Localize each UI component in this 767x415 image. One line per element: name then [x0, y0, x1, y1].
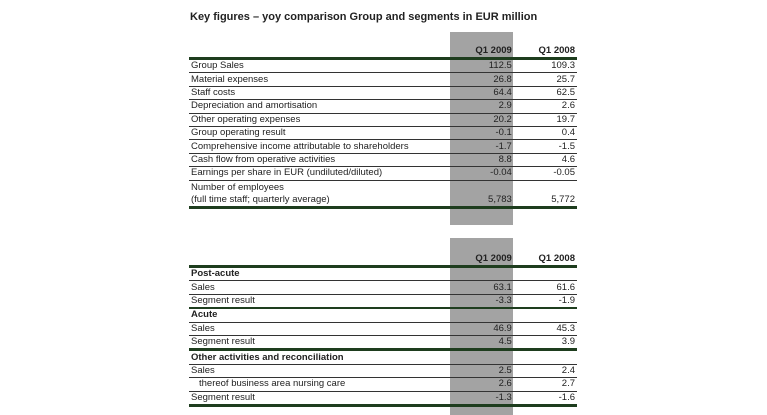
value-q1-2009: -1.7 [450, 139, 514, 154]
row-label: Sales [189, 364, 451, 379]
value-q1-2009: 26.8 [450, 72, 514, 87]
row-label-text: Material expenses [191, 73, 269, 85]
value-q1-2009: 5,783 [450, 180, 514, 209]
table-row: Segment result -1.3 -1.6 [189, 391, 577, 407]
value-q1-2008: -0.05 [513, 166, 577, 181]
value-q1-2008: 0.4 [513, 126, 577, 141]
value-q1-2009: 8.8 [450, 153, 514, 168]
page-title: Key figures – yoy comparison Group and s… [190, 11, 538, 23]
table-row: Comprehensive income attributable to sha… [189, 139, 577, 154]
row-label: Segment result [189, 294, 451, 310]
value-q1-2008: -1.5 [513, 139, 577, 154]
value-q1-2009: 64.4 [450, 86, 514, 101]
value-q1-2008: 45.3 [513, 322, 577, 336]
row-label-text: Cash flow from operative activities [191, 153, 336, 165]
table-row: Sales 63.1 61.6 [189, 280, 577, 295]
value-q1-2009: -0.04 [450, 166, 514, 181]
value-q1-2009: 20.2 [450, 113, 514, 127]
column-header: Q1 2008 [513, 43, 577, 60]
segments-table: Q1 2009 Q1 2008 Post-acute Sales 63.1 61.6… [189, 251, 577, 407]
table-row: Segment result 4.5 3.9 [189, 335, 577, 352]
table-row: Sales 46.9 45.3 [189, 322, 577, 336]
table-row: Staff costs 64.4 62.5 [189, 86, 577, 101]
value-q1-2008: 3.9 [513, 335, 577, 352]
row-label: Cash flow from operative activities [189, 153, 451, 168]
row-label-text: Staff costs [191, 86, 236, 98]
table-row: Cash flow from operative activities 8.8 4.… [189, 153, 577, 168]
value-q1-2008: 2.7 [513, 377, 577, 392]
row-label: Earnings per share in EUR (undiluted/dil… [189, 166, 451, 181]
row-label: Group operating result [189, 126, 451, 141]
row-label: Depreciation and amortisation [189, 99, 451, 114]
table-row: thereof business area nursing care 2.6 2.7 [189, 377, 577, 392]
row-label: Number of employees (full time staff; qua… [189, 180, 451, 209]
value-q1-2008: -1.6 [513, 391, 577, 407]
value-q1-2008: 2.4 [513, 364, 577, 379]
column-header: Q1 2008 [513, 251, 577, 268]
row-label-sub: (full time staff; quarterly average) [191, 193, 330, 205]
value-q1-2008: 109.3 [513, 58, 577, 74]
row-label-text: Group Sales [191, 60, 244, 72]
row-label: Comprehensive income attributable to sha… [189, 139, 451, 154]
table-row: Earnings per share in EUR (undiluted/dil… [189, 166, 577, 181]
value-q1-2008: -1.9 [513, 294, 577, 310]
table-row: Segment result -3.3 -1.9 [189, 294, 577, 310]
table-row: Material expenses 26.8 25.7 [189, 72, 577, 87]
section-heading: Post-acute [189, 266, 451, 282]
value-q1-2009: -1.3 [450, 391, 514, 407]
row-label: Sales [189, 322, 451, 336]
row-label: thereof business area nursing care [189, 377, 451, 392]
column-header: Q1 2009 [450, 251, 514, 268]
table-row: Number of employees (full time staff; qua… [189, 180, 577, 209]
value-q1-2009: 63.1 [450, 280, 514, 295]
table-row: Group Sales 112.5 109.3 [189, 58, 577, 74]
table-row: Other operating expenses 20.2 19.7 [189, 113, 577, 127]
section-heading: Other activities and reconciliation [189, 349, 451, 365]
table-header: Q1 2009 Q1 2008 [189, 43, 577, 60]
value-q1-2008: 61.6 [513, 280, 577, 295]
row-label: Group Sales [189, 58, 451, 74]
row-label-text: Group operating result [191, 127, 286, 139]
row-label: Staff costs [189, 86, 451, 101]
row-label-text: Earnings per share in EUR (undiluted/dil… [191, 167, 383, 179]
value-q1-2008: 5,772 [513, 180, 577, 209]
value-q1-2008: 25.7 [513, 72, 577, 87]
row-label: Other operating expenses [189, 113, 451, 127]
section-heading: Acute [189, 308, 451, 323]
section-row: Post-acute [189, 266, 577, 282]
row-label-text: Other operating expenses [191, 113, 301, 125]
column-header: Q1 2009 [450, 43, 514, 60]
value-q1-2009: -3.3 [450, 294, 514, 310]
section-row: Acute [189, 308, 577, 323]
key-figures-table: Q1 2009 Q1 2008 Group Sales 112.5 109.3 Mat… [189, 43, 577, 209]
value-q1-2009: -0.1 [450, 126, 514, 141]
row-label: Material expenses [189, 72, 451, 87]
table-header: Q1 2009 Q1 2008 [189, 251, 577, 268]
row-label-text: Comprehensive income attributable to sha… [191, 140, 409, 152]
value-q1-2009: 4.5 [450, 335, 514, 352]
value-q1-2008: 62.5 [513, 86, 577, 101]
table-row: Sales 2.5 2.4 [189, 364, 577, 379]
value-q1-2008: 2.6 [513, 99, 577, 114]
row-label: Sales [189, 280, 451, 295]
section-row: Other activities and reconciliation [189, 349, 577, 365]
value-q1-2009: 2.9 [450, 99, 514, 114]
value-q1-2008: 19.7 [513, 113, 577, 127]
value-q1-2009: 2.6 [450, 377, 514, 392]
row-label: Segment result [189, 335, 451, 352]
value-q1-2009: 46.9 [450, 322, 514, 336]
value-q1-2008: 4.6 [513, 153, 577, 168]
row-label-text: Depreciation and amortisation [191, 100, 318, 112]
value-q1-2009: 2.5 [450, 364, 514, 379]
row-label-text: Number of employees [191, 181, 284, 193]
table-row: Group operating result -0.1 0.4 [189, 126, 577, 141]
row-label: Segment result [189, 391, 451, 407]
value-q1-2009: 112.5 [450, 58, 514, 74]
table-row: Depreciation and amortisation 2.9 2.6 [189, 99, 577, 114]
